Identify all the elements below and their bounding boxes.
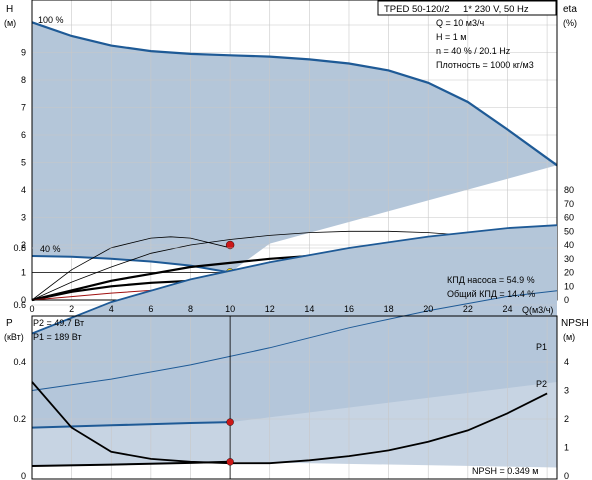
head-tick-label: 9 [21,48,26,58]
power-tick-label: 0.8 [13,243,26,253]
power-tick-label: 0.6 [13,300,26,310]
x-tick-label: 18 [384,304,394,314]
head-tick-label: 4 [21,185,26,195]
speed-label-op: 40 % [40,244,61,254]
pump-title-box [377,0,557,16]
curve-p2 [31,290,558,391]
p1-curve-label: P1 [536,342,547,352]
head-operating-range [32,22,557,273]
pump-efficiency: КПД насоса = 54.9 % [447,275,535,285]
x-tick-label: 0 [29,304,34,314]
x-tick-label: 6 [148,304,153,314]
power-tick-label: 0 [21,471,26,480]
npsh-tick-label: 1 [564,443,569,453]
eta-tick-label: 20 [564,268,574,278]
total-efficiency: Общий КПД = 14.4 % [447,289,535,299]
head-area [32,22,557,273]
pump-info-line: H = 1 м [436,32,466,42]
pump-supply: 1* 230 V, 50 Hz [463,4,529,15]
eta-tick-label: 30 [564,254,574,264]
head-axis-unit: (м) [4,18,16,28]
eta-tick-label: 0 [564,295,569,305]
speed-label-max: 100 % [38,15,64,25]
npsh-tick-label: 0 [564,471,569,480]
npsh-value: NPSH = 0.349 м [472,466,538,476]
pump-info-line: Q = 10 м3/ч [436,18,484,28]
pump-info-line: n = 40 % / 20.1 Hz [436,46,511,56]
pump-info-line: Плотность = 1000 кг/м3 [436,60,534,70]
eta-tick-label: 50 [564,226,574,236]
x-tick-label: 4 [109,304,114,314]
x-tick-label: 8 [188,304,193,314]
p2-curve-label: P2 [536,379,547,389]
power-operating-range [32,225,557,468]
npsh-axis-title: NPSH [561,318,589,329]
x-tick-label: 12 [265,304,275,314]
head-tick-label: 1 [21,268,26,278]
npsh-tick-label: 2 [564,414,569,424]
head-curve-100 [31,21,558,167]
npsh-axis-unit: (м) [563,332,575,342]
eta-tick-label: 10 [564,281,574,291]
eta-tick-label: 60 [564,213,574,223]
eta-axis-title: eta [563,4,577,15]
power-plot-frame [31,315,558,480]
power-tick-label: 0.2 [13,414,26,424]
eta-tick-label: 40 [564,240,574,250]
x-tick-label: 2 [69,304,74,314]
eta-axis-unit: (%) [563,18,577,28]
head-tick-label: 8 [21,75,26,85]
axis-tick-labels: 0 2 4 6 8 10 12 14 16 18 20 22 240123456789010203040… [13,48,574,480]
head-tick-label: 2 [21,240,26,250]
head-tick-label: 5 [21,158,26,168]
head-tick-label: 3 [21,213,26,223]
point-eta-op [225,240,235,250]
x-tick-label: 24 [502,304,512,314]
head-tick-label: 0 [21,295,26,305]
head-tick-label: 7 [21,103,26,113]
eta-tick-label: 80 [564,185,574,195]
x-tick-label: 20 [423,304,433,314]
power-axis-unit: (кВт) [4,332,24,342]
flow-axis-title: Q(м3/ч) [522,305,553,315]
eta-tick-label: 70 [564,199,574,209]
x-tick-label: 16 [344,304,354,314]
npsh-tick-label: 4 [564,357,569,367]
p1-value: P1 = 189 Вт [33,332,82,342]
point-P1-op [226,418,234,426]
curve-p1 [31,224,558,335]
point-P2-op [226,458,234,466]
curve-eta-40 [31,236,231,301]
power-tick-label: 0.4 [13,357,26,367]
x-tick-label: 14 [304,304,314,314]
power-axis-title: P [6,318,13,329]
x-tick-label: 22 [463,304,473,314]
head-tick-label: 6 [21,130,26,140]
power-curves [31,224,558,479]
curve-npsh [31,381,548,465]
npsh-tick-label: 3 [564,386,569,396]
pump-model: TPED 50-120/2 [384,4,449,15]
p2-value: P2 = 49.7 Вт [33,318,84,328]
x-tick-label: 10 [225,304,235,314]
head-axis-title: H [6,4,13,15]
